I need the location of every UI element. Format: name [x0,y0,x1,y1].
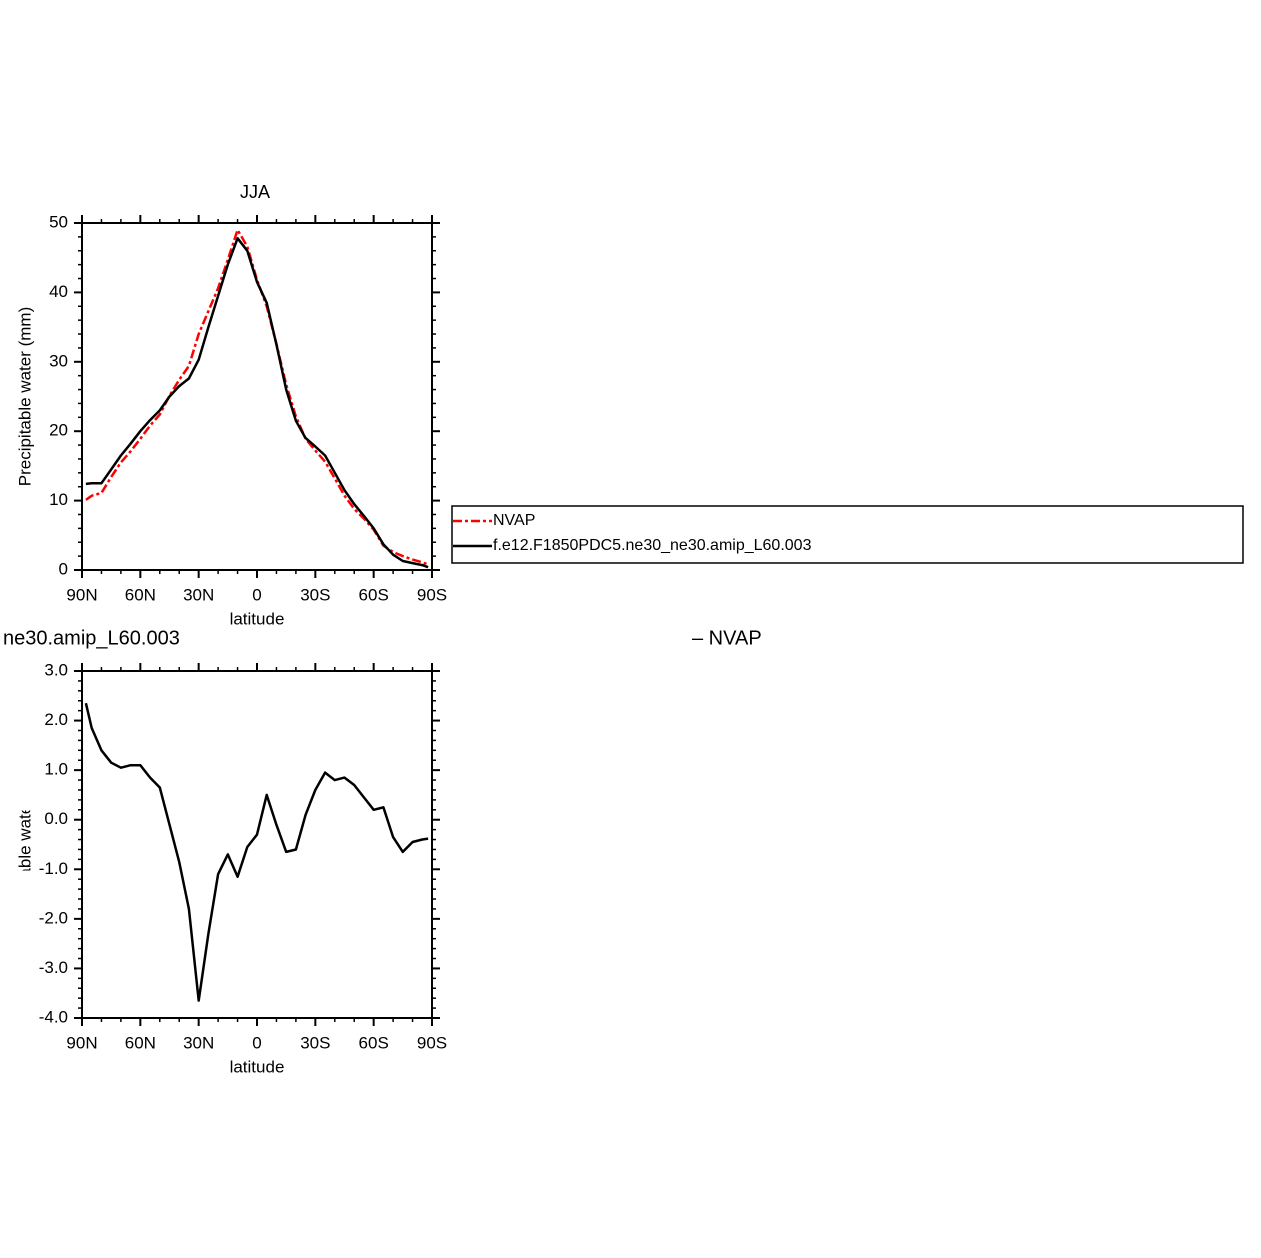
legend-label: f.e12.F1850PDC5.ne30_ne30.amip_L60.003 [493,537,812,554]
y-tick-label: 0 [59,559,68,578]
y-tick-label: 2.0 [44,710,68,729]
plot-frame [81,670,433,1019]
data-line [85,237,429,569]
x-tick-label: 90S [417,1033,447,1052]
y-tick-label: 30 [49,351,68,370]
x-tick-label: 30N [183,1033,214,1052]
y-tick-label: 50 [49,212,68,231]
legend-box [451,505,1244,564]
y-axis-label: Precipitable water (mm) [15,755,34,935]
y-tick-label: -1.0 [39,859,68,878]
x-axis-label: latitude [230,609,285,628]
legend-label: NVAP [493,512,535,529]
y-tick-label: 1.0 [44,760,68,779]
x-tick-label: 90N [66,585,97,604]
x-tick-label: 60N [125,1033,156,1052]
x-tick-label: 60N [125,585,156,604]
chart-title: ne30.amip_L60.003 [3,627,180,649]
x-tick-label: 60S [359,1033,389,1052]
y-tick-label: 20 [49,421,68,440]
y-tick-label: -4.0 [39,1007,68,1026]
x-tick-label: 30N [183,585,214,604]
x-tick-label: 90S [417,585,447,604]
y-tick-label: 40 [49,282,68,301]
y-tick-label: 0.0 [44,809,68,828]
y-tick-label: 10 [49,490,68,509]
x-tick-label: 0 [252,585,261,604]
x-tick-label: 30S [300,585,330,604]
x-axis-label: latitude [230,1057,285,1076]
chart-title: JJA [240,182,270,202]
x-tick-label: 90N [66,1033,97,1052]
y-tick-label: -2.0 [39,908,68,927]
x-tick-label: 0 [252,1033,261,1052]
chart-subtitle: – NVAP [692,627,762,649]
plot-frame [81,222,433,571]
x-tick-label: 60S [359,585,389,604]
y-axis-label: Precipitable water (mm) [15,307,34,487]
data-line [84,702,429,1002]
x-tick-label: 30S [300,1033,330,1052]
y-tick-label: 3.0 [44,660,68,679]
y-tick-label: -3.0 [39,958,68,977]
